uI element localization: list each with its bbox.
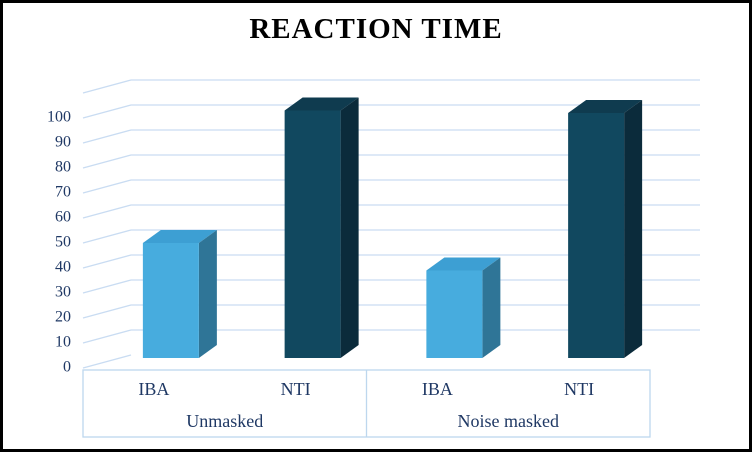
bar-front-noise-masked-nti [568,113,625,358]
gridline-70 [82,179,700,194]
bar-side-noise-masked-nti [624,100,643,358]
gridline-50 [82,229,700,244]
y-tick-label-90: 90 [55,134,71,151]
bar-front-noise-masked-iba [426,270,483,358]
category-label-unmasked-nti: NTI [281,379,311,399]
y-tick-label-20: 20 [55,309,71,326]
gridline-40 [82,254,700,269]
bar-top-noise-masked-nti [568,100,643,113]
group-label-unmasked: Unmasked [186,411,263,431]
category-label-unmasked-iba: IBA [138,379,169,399]
y-tick-label-100: 100 [47,109,71,126]
bar-side-noise-masked-iba [482,257,501,358]
floor-edge [82,354,132,369]
y-tick-label-10: 10 [55,334,71,351]
gridline-60 [82,204,700,219]
gridline-90 [82,129,700,144]
y-tick-label-0: 0 [63,359,71,376]
y-tick-label-60: 60 [55,209,71,226]
gridline-100 [82,104,700,119]
gridline-80 [82,154,700,169]
y-tick-label-70: 70 [55,184,71,201]
group-label-noise-masked: Noise masked [458,411,559,431]
bar-top-noise-masked-iba [426,257,501,271]
gridline-10 [82,329,700,344]
bar-top-unmasked-iba [142,230,217,243]
bar-top-unmasked-nti [284,97,359,111]
bar-front-unmasked-nti [284,110,341,358]
bar-side-unmasked-iba [198,230,217,358]
y-tick-label-30: 30 [55,284,71,301]
y-tick-label-40: 40 [55,259,71,276]
gridline-20 [82,304,700,319]
gridline-30 [82,279,700,294]
y-tick-label-50: 50 [55,234,71,251]
bar-front-unmasked-iba [142,243,199,358]
gridline-110 [82,79,700,94]
category-label-noise-masked-nti: NTI [564,379,594,399]
category-label-noise-masked-iba: IBA [422,379,453,399]
y-tick-label-80: 80 [55,159,71,176]
bar-side-unmasked-nti [340,97,359,358]
